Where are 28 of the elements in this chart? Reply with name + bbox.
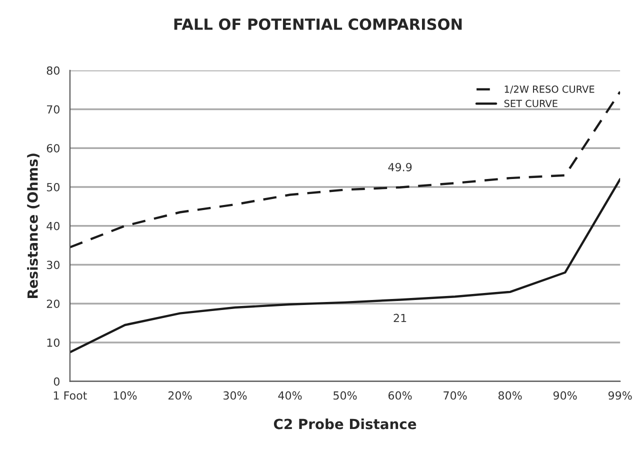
x-tick-label: 90%	[553, 391, 577, 400]
legend-label: 1/2W RESO CURVE	[504, 86, 594, 94]
y-tick-label: 20	[46, 300, 60, 308]
y-tick-label: 50	[46, 182, 60, 192]
y-tick-label: 40	[46, 222, 60, 230]
y-tick-label: 80	[46, 66, 60, 75]
data-label: 49.9	[388, 162, 412, 172]
y-axis-title: Resistance (Ohms)	[27, 154, 40, 298]
data-label: 21	[394, 314, 406, 322]
y-tick-label: 30	[46, 260, 60, 270]
x-tick-label: 30%	[224, 391, 247, 400]
x-tick-label: 70%	[444, 391, 467, 400]
x-tick-label: 1 Foot	[54, 391, 87, 400]
x-tick-label: 20%	[168, 391, 192, 400]
x-axis-title: C2 Probe Distance	[274, 418, 416, 430]
x-tick-label: 99%	[608, 391, 632, 400]
x-tick-label: 60%	[388, 391, 412, 400]
chart-title: FALL OF POTENTIAL COMPARISON	[174, 18, 462, 30]
line-series	[70, 178, 620, 354]
y-tick-label: 0	[54, 377, 60, 386]
x-tick-label: 50%	[334, 391, 357, 400]
y-tick-label: 60	[46, 144, 60, 152]
x-tick-label: 80%	[498, 391, 522, 400]
x-tick-label: 10%	[114, 391, 137, 400]
y-tick-label: 10	[47, 338, 60, 347]
x-tick-label: 40%	[278, 391, 302, 400]
y-tick-label: 70	[47, 105, 60, 114]
legend-label: SET CURVE	[504, 100, 558, 108]
